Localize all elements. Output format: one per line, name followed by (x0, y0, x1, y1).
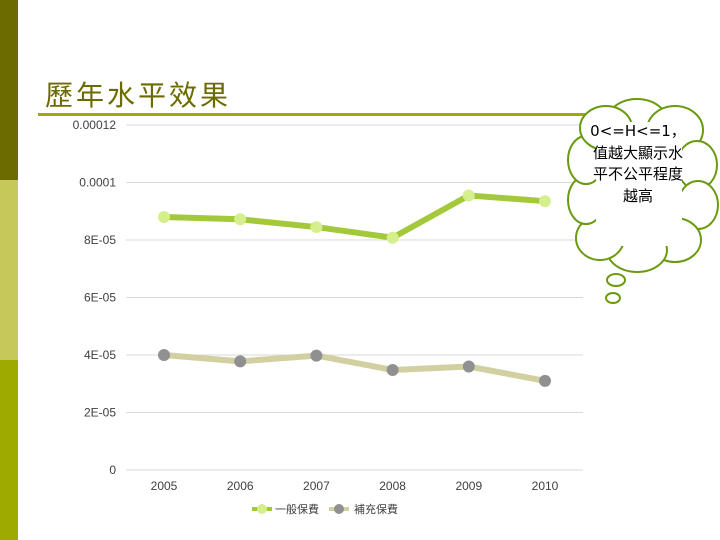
data-point (539, 195, 551, 208)
y-tick-label: 2E-05 (84, 406, 116, 420)
cloud-body (596, 122, 682, 246)
legend-label: 一般保費 (275, 502, 319, 516)
data-point (462, 189, 475, 202)
x-tick-label: 2010 (532, 479, 559, 493)
y-axis-ticks: 0 2E-05 4E-05 6E-05 8E-05 0.0001 0.00012 (73, 118, 117, 477)
data-point (462, 360, 475, 373)
series-line (161, 352, 548, 384)
x-tick-label: 2005 (151, 479, 178, 493)
callout-text: 0<=H<=1，值越大顯示水平不公平程度越高 (590, 122, 686, 205)
data-point (234, 355, 247, 368)
title-underline (38, 113, 690, 116)
y-tick-label: 0 (109, 463, 116, 477)
y-tick-label: 8E-05 (84, 233, 116, 247)
side-bar-middle (0, 180, 18, 360)
x-axis-ticks: 2005 2006 2007 2008 2009 2010 (151, 479, 559, 493)
x-tick-label: 2007 (303, 479, 330, 493)
y-tick-label: 6E-05 (84, 291, 116, 305)
legend-swatch-marker (257, 504, 267, 514)
legend: 一般保費 補充保費 (252, 502, 398, 516)
slide-title: 歷年水平效果 (45, 79, 232, 112)
y-tick-label: 0.0001 (79, 176, 116, 190)
data-point (539, 374, 551, 387)
y-tick-label: 0.00012 (73, 118, 117, 132)
x-tick-label: 2009 (455, 479, 482, 493)
x-tick-label: 2006 (227, 479, 254, 493)
series-line (161, 192, 548, 241)
grid-lines (126, 124, 583, 471)
legend-swatch-marker (334, 504, 344, 514)
side-bar-top (0, 0, 18, 180)
legend-label: 補充保費 (354, 502, 398, 516)
side-bar-bottom (0, 360, 18, 540)
data-point (386, 231, 399, 244)
data-point (158, 211, 170, 223)
cloud-bubble (606, 273, 626, 287)
x-tick-label: 2008 (379, 479, 406, 493)
series-layer (158, 189, 551, 387)
data-point (158, 349, 170, 361)
thought-cloud-callout (567, 98, 719, 304)
data-point (310, 221, 323, 234)
data-point (386, 363, 399, 376)
y-tick-label: 4E-05 (84, 348, 116, 362)
data-point (310, 349, 323, 362)
cloud-bubble (605, 292, 621, 304)
data-point (234, 213, 247, 226)
